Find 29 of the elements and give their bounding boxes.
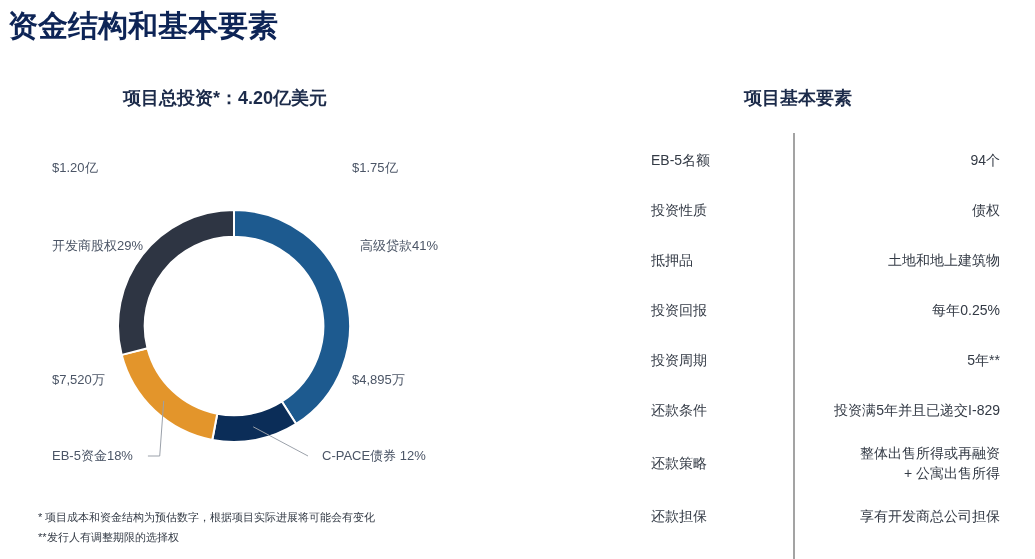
category-label: 投资周期 xyxy=(651,352,707,368)
category-label: 享有开发商总公司担保 xyxy=(860,508,1000,524)
text: $4,895万 xyxy=(352,371,405,387)
category-label: 还款条件 xyxy=(651,402,707,418)
category-label: 94个 xyxy=(970,152,1000,168)
text: $1.20亿 xyxy=(52,159,98,175)
slice-label: EB-5资金18% xyxy=(52,447,134,463)
category-label: 土地和地上建筑物 xyxy=(888,252,1000,268)
category-label: EB-5名额 xyxy=(651,152,711,168)
category-label: 还款担保 xyxy=(651,508,707,524)
text: $7,520万 xyxy=(52,371,105,387)
slice-label: 开发商股权29% xyxy=(52,237,144,253)
text: 项目基本要素 xyxy=(742,87,853,110)
category-label: 抵押品 xyxy=(651,252,693,268)
category-label: 债权 xyxy=(972,202,1000,218)
chart-subtitle: 项目总投资*：4.20亿美元 xyxy=(121,87,328,110)
slice-label: C-PACE债券 12% xyxy=(322,447,427,463)
category-label: 投资满5年并且已递交I-829 xyxy=(834,402,1000,418)
category-label: 整体出售所得或再融资 + 公寓出售所得 xyxy=(860,445,1000,481)
chart-title: 资金结构和基本要素 xyxy=(8,8,278,44)
text: **发行人有调整期限的选择权 xyxy=(38,530,179,545)
text: $1.75亿 xyxy=(352,159,398,175)
text: * 项目成本和资金结构为预估数字，根据项目实际进展将可能会有变化 xyxy=(38,510,376,525)
category-label: 投资性质 xyxy=(651,202,707,218)
category-label: 投资回报 xyxy=(651,302,707,318)
category-label: 5年** xyxy=(967,352,1000,368)
category-label: 每年0.25% xyxy=(932,302,1000,318)
category-label: 还款策略 xyxy=(651,455,707,471)
slice-label: 高级贷款41% xyxy=(360,237,439,253)
